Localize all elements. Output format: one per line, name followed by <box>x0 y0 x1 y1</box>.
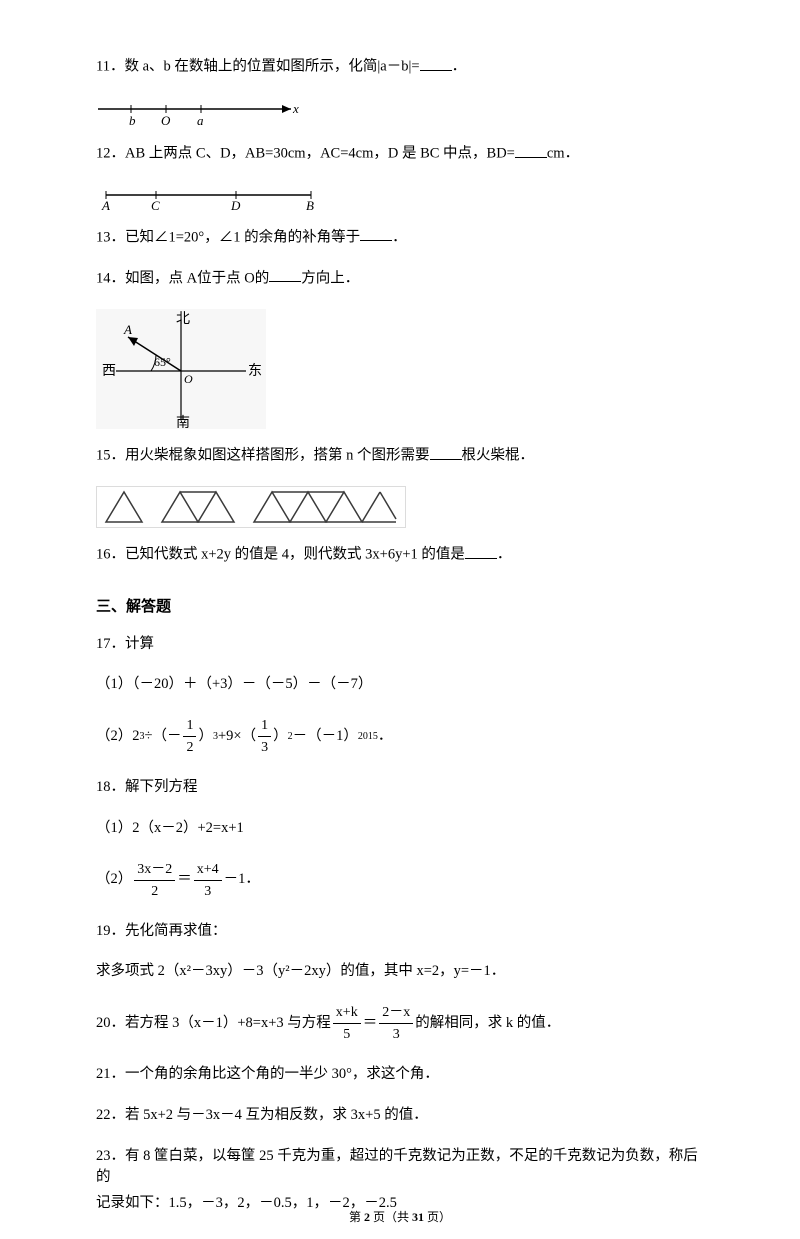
q20-frac2-num: 2－x <box>379 1002 413 1024</box>
q14-a: 14．如图，点 A位于点 O的 <box>96 270 269 286</box>
q18-frac2-den: 3 <box>194 881 222 902</box>
footer-a: 第 <box>349 1210 364 1224</box>
svg-text:O: O <box>161 113 171 127</box>
q17-title: 17．计算 <box>96 634 704 656</box>
footer-total: 31 <box>412 1210 424 1224</box>
q12-b: cm． <box>547 146 579 162</box>
q13-blank <box>360 227 392 242</box>
svg-text:65°: 65° <box>154 355 171 369</box>
q15-text: 15．用火柴棍象如图这样搭图形，搭第 n 个图形需要 根火柴棍． <box>96 445 704 467</box>
q14-b: 方向上． <box>301 270 359 286</box>
q13-text: 13．已知∠1=20°，∠1 的余角的补角等于 ． <box>96 227 704 249</box>
q17-p2-b: ÷（－ <box>145 726 182 748</box>
q18-p2-b: －1． <box>224 869 260 891</box>
svg-text:南: 南 <box>176 415 190 429</box>
svg-text:东: 东 <box>248 363 262 379</box>
q16-text: 16．已知代数式 x+2y 的值是 4，则代数式 3x+6y+1 的值是 ． <box>96 544 704 566</box>
q20-a: 20．若方程 3（x－1）+8=x+3 与方程 <box>96 1013 331 1035</box>
q18-p1: （1）2（x－2）+2=x+1 <box>96 818 704 840</box>
svg-text:北: 北 <box>176 311 190 327</box>
q15-figure <box>96 486 704 528</box>
q15-blank <box>430 445 462 460</box>
q14-blank <box>269 268 301 283</box>
q12-text: 12．AB 上两点 C、D，AB=30cm，AC=4cm，D 是 BC 中点，B… <box>96 143 704 165</box>
q19-body: 求多项式 2（x²－3xy）－3（y²－2xy）的值，其中 x=2，y=－1． <box>96 961 704 983</box>
svg-text:B: B <box>306 198 314 211</box>
q17-exp2015: 2015 <box>358 729 378 744</box>
q20-frac1-den: 5 <box>333 1024 361 1045</box>
q19-title: 19．先化简再求值： <box>96 921 704 943</box>
q18-p2: （2） 3x－22 ＝ x+43 －1． <box>96 859 704 902</box>
q20-frac2-den: 3 <box>379 1024 413 1045</box>
q20-b: 的解相同，求 k 的值． <box>415 1013 560 1035</box>
svg-text:C: C <box>151 198 160 211</box>
q18-frac2: x+43 <box>192 859 224 902</box>
q11-text: 11．数 a、b 在数轴上的位置如图所示，化简|a－b|= ． <box>96 56 704 78</box>
q16-b: ． <box>497 547 512 563</box>
q17-p2: （2）23÷（－ 12 ）3+9×（ 13 ）2－（－1）2015． <box>96 715 704 758</box>
q17-p2-d: +9×（ <box>218 726 256 748</box>
segment-icon: A C D B <box>96 185 326 211</box>
q17-frac2-num: 1 <box>258 715 271 737</box>
q18-frac2-num: x+4 <box>194 859 222 881</box>
q17-frac2-den: 3 <box>258 737 271 758</box>
q11-a: 11．数 a、b 在数轴上的位置如图所示，化简|a－b|= <box>96 59 420 75</box>
triangles-icon <box>96 486 406 528</box>
q21: 21．一个角的余角比这个角的一半少 30°，求这个角． <box>96 1064 704 1086</box>
q15-b: 根火柴棍． <box>462 448 535 464</box>
q20-frac1: x+k5 <box>331 1002 363 1045</box>
q17-frac1-den: 2 <box>183 737 196 758</box>
number-line-icon: b O a x <box>96 97 306 127</box>
footer-b: 页（共 <box>370 1210 412 1224</box>
q12-blank <box>515 143 547 158</box>
q13-a: 13．已知∠1=20°，∠1 的余角的补角等于 <box>96 229 360 245</box>
q11-figure: b O a x <box>96 97 704 127</box>
page-footer: 第 2 页（共 31 页） <box>0 1208 800 1225</box>
q16-a: 16．已知代数式 x+2y 的值是 4，则代数式 3x+6y+1 的值是 <box>96 547 465 563</box>
q18-frac1-num: 3x－2 <box>134 859 175 881</box>
svg-text:b: b <box>129 113 136 127</box>
q16-blank <box>465 544 497 559</box>
q20-frac2: 2－x3 <box>377 1002 415 1045</box>
q20: 20．若方程 3（x－1）+8=x+3 与方程 x+k5 ＝ 2－x3 的解相同… <box>96 1002 704 1045</box>
q22: 22．若 5x+2 与－3x－4 互为相反数，求 3x+5 的值． <box>96 1105 704 1127</box>
q18-eq: ＝ <box>177 869 192 891</box>
svg-text:D: D <box>230 198 241 211</box>
page: 11．数 a、b 在数轴上的位置如图所示，化简|a－b|= ． b O a x 1… <box>0 0 800 1239</box>
q11-blank <box>420 56 452 71</box>
q17-p1: （1）（－20）＋（+3）－（－5）－（－7） <box>96 674 704 696</box>
q17-p2-g: ． <box>378 726 393 748</box>
q20-eq: ＝ <box>363 1013 378 1035</box>
q15-a: 15．用火柴棍象如图这样搭图形，搭第 n 个图形需要 <box>96 448 430 464</box>
q18-title: 18．解下列方程 <box>96 777 704 799</box>
q17-frac1: 12 <box>181 715 198 758</box>
section-3-title: 三、解答题 <box>96 595 704 616</box>
q11-b: ． <box>452 59 467 75</box>
q14-text: 14．如图，点 A位于点 O的 方向上． <box>96 268 704 290</box>
q18-p2-a: （2） <box>96 869 132 891</box>
q18-frac1: 3x－22 <box>132 859 177 902</box>
svg-text:A: A <box>123 322 132 337</box>
svg-text:a: a <box>197 113 204 127</box>
q13-b: ． <box>392 229 407 245</box>
q12-a: 12．AB 上两点 C、D，AB=30cm，AC=4cm，D 是 BC 中点，B… <box>96 146 515 162</box>
q20-frac1-num: x+k <box>333 1002 361 1024</box>
q17-p2-f: －（－1） <box>293 726 358 748</box>
q17-frac1-num: 1 <box>183 715 196 737</box>
q17-frac2: 13 <box>256 715 273 758</box>
q23-a: 23．有 8 筐白菜，以每筐 25 千克为重，超过的千克数记为正数，不足的千克数… <box>96 1146 704 1190</box>
svg-text:O: O <box>184 372 193 386</box>
q14-figure: 北 南 西 东 A 65° O <box>96 309 704 429</box>
q17-p2-e: ） <box>273 726 288 748</box>
q17-p2-c: ） <box>198 726 213 748</box>
svg-text:A: A <box>101 198 110 211</box>
footer-c: 页） <box>424 1210 451 1224</box>
q18-frac1-den: 2 <box>134 881 175 902</box>
svg-text:x: x <box>292 101 299 116</box>
compass-icon: 北 南 西 东 A 65° O <box>96 309 266 429</box>
q17-p2-a: （2）2 <box>96 726 140 748</box>
q12-figure: A C D B <box>96 185 704 211</box>
svg-text:西: 西 <box>102 364 116 379</box>
